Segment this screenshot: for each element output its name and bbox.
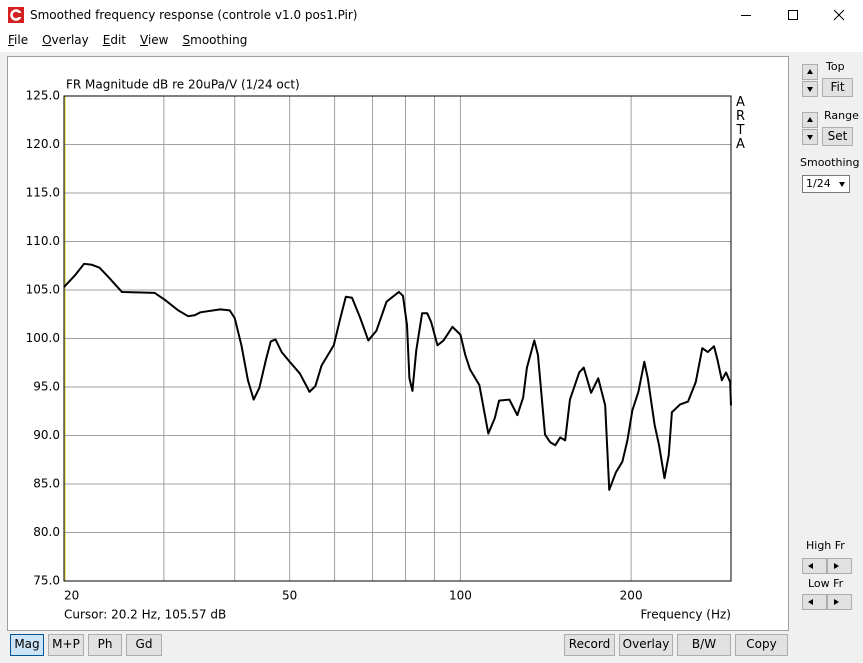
- high-fr-right[interactable]: [827, 558, 852, 574]
- top-down[interactable]: [802, 81, 818, 97]
- y-tick-label: 125.0: [26, 89, 60, 103]
- x-tick-label: 100: [449, 589, 472, 603]
- y-tick-label: 100.0: [26, 331, 60, 345]
- gd-button[interactable]: Gd: [126, 634, 162, 656]
- cursor-readout: Cursor: 20.2 Hz, 105.57 dB: [64, 608, 226, 622]
- chart-title: FR Magnitude dB re 20uPa/V (1/24 oct): [66, 78, 300, 92]
- y-tick-label: 80.0: [33, 525, 60, 539]
- chart: FR Magnitude dB re 20uPa/V (1/24 oct) Cu…: [26, 78, 732, 622]
- x-axis-label: Frequency (Hz): [641, 608, 732, 622]
- ph-button[interactable]: Ph: [88, 634, 122, 656]
- set-button[interactable]: Set: [822, 127, 853, 146]
- menu-item[interactable]: Smoothing: [182, 33, 248, 47]
- y-tick-label: 120.0: [26, 137, 60, 151]
- y-tick-label: 115.0: [26, 186, 60, 200]
- mp-button[interactable]: M+P: [48, 634, 84, 656]
- x-tick-label: 50: [282, 589, 297, 603]
- y-tick-label: 75.0: [33, 574, 60, 588]
- window-title: Smoothed frequency response (controle v1…: [30, 8, 358, 22]
- y-tick-label: 110.0: [26, 234, 60, 248]
- low-fr-right[interactable]: [827, 594, 852, 610]
- top-up[interactable]: [802, 64, 818, 80]
- response-line: [63, 262, 732, 491]
- app-icon: [8, 7, 24, 23]
- low-fr-left[interactable]: [802, 594, 827, 610]
- copy-button[interactable]: Copy: [735, 634, 788, 656]
- record-button[interactable]: Record: [564, 634, 615, 656]
- high-fr-left[interactable]: [802, 558, 827, 574]
- smoothing-label: Smoothing: [800, 156, 860, 169]
- title-bar: Smoothed frequency response (controle v1…: [0, 0, 863, 31]
- plot-panel: [7, 56, 789, 631]
- plot-frame: [63, 95, 732, 582]
- range-down[interactable]: [802, 129, 818, 145]
- window-controls[interactable]: [730, 0, 863, 31]
- low-fr-label: Low Fr: [808, 577, 844, 590]
- range-up[interactable]: [802, 112, 818, 128]
- fit-button[interactable]: Fit: [822, 78, 853, 97]
- x-tick-label: 20: [64, 589, 79, 603]
- menu-item[interactable]: Overlay: [42, 33, 89, 47]
- bw-button[interactable]: B/W: [677, 634, 731, 656]
- y-tick-label: 105.0: [26, 283, 60, 297]
- y-tick-label: 85.0: [33, 477, 60, 491]
- smoothing-value: 1/24: [806, 177, 831, 190]
- high-fr-label: High Fr: [806, 539, 845, 552]
- x-tick-label: 200: [620, 589, 643, 603]
- top-label: Top: [826, 60, 845, 73]
- y-tick-label: 95.0: [33, 380, 60, 394]
- smoothing-select[interactable]: 1/24: [802, 175, 850, 193]
- y-tick-label: 90.0: [33, 428, 60, 442]
- watermark: ARTA: [736, 95, 746, 152]
- overlay-button[interactable]: Overlay: [619, 634, 673, 656]
- range-label: Range: [824, 109, 859, 122]
- menu-item[interactable]: File: [8, 33, 29, 47]
- mag-button[interactable]: Mag: [10, 634, 44, 656]
- menu-item[interactable]: View: [140, 33, 169, 47]
- menu-item[interactable]: Edit: [102, 33, 127, 47]
- menu-bar: File Overlay Edit View Smoothing: [0, 31, 863, 52]
